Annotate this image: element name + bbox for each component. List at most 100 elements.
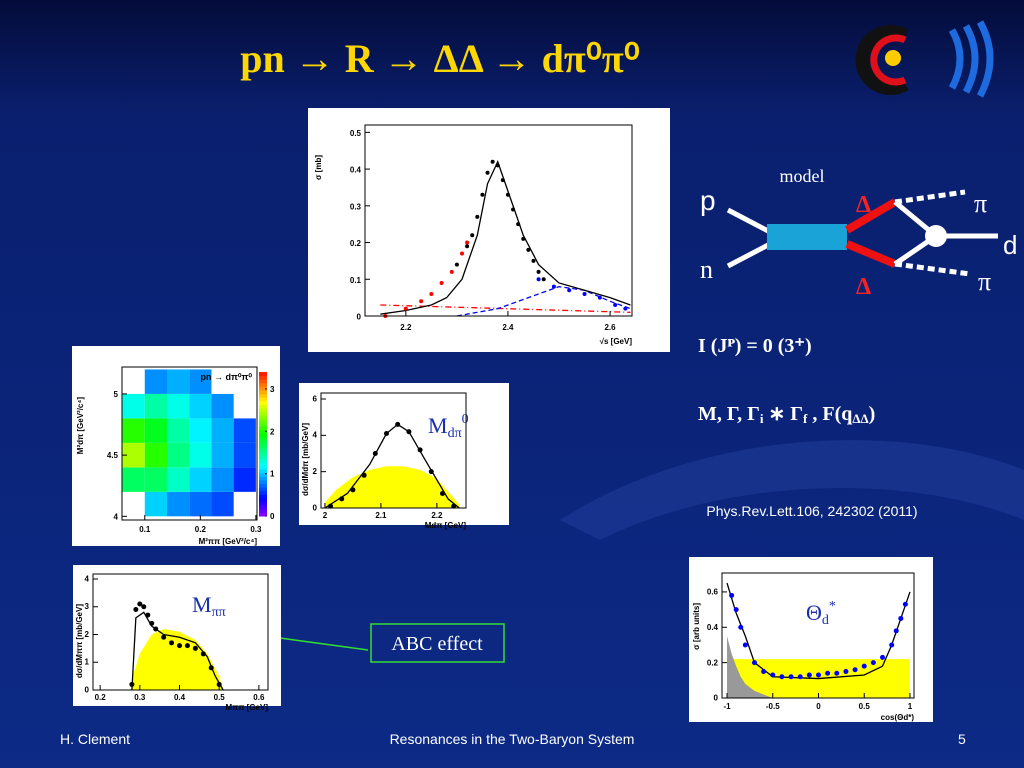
heatmap-cell [144,393,167,419]
data-point [480,192,485,197]
y-tick-label: 0 [313,503,318,512]
y-tick-label: 4 [313,431,318,440]
data-point [500,178,505,183]
plot: Mππ 0.2 0.3 0.4 0.5 0.6 0 1 2 3 4 Mππ [GeV] dσ/dMππ … [73,565,281,712]
x-tick-label: 2.6 [604,323,616,332]
data-point [216,681,222,687]
y-axis-title: M²dπ [GeV²/c⁴] [76,397,85,455]
axes-frame [121,366,258,521]
colorbar-step [259,476,267,481]
proton: p [700,185,716,216]
data-point [889,642,895,648]
data-point [825,670,831,676]
colorbar-step [259,386,267,391]
y-axis-title: σ [arb units] [692,603,701,650]
data-point [880,654,886,660]
data-point [797,674,803,680]
data-point [429,291,434,296]
y-tick-label: 0.3 [350,202,362,211]
colorbar-step [259,404,267,409]
x-axis-title: Mdπ [GeV] [425,521,467,530]
data-point [350,487,356,493]
colorbar-step [259,451,267,456]
heatmap-cell [189,491,212,517]
heatmap-cell [189,393,212,419]
y-tick-label: 1 [85,658,90,667]
curve [456,285,631,317]
colorbar-tick-label: 3 [270,385,275,394]
x-tick-label: 0.2 [95,693,107,702]
formula-part: ∗ Γ [764,403,803,425]
colorbar-step [259,465,267,470]
data-point [449,269,454,274]
heatmap-cell [167,467,190,492]
data-point [567,288,572,293]
heatmap-cell [122,442,145,468]
y-tick-label: 0 [85,685,90,694]
colorbar-step [259,393,267,398]
data-point [613,302,618,307]
area [131,628,224,690]
label-main: Θ [806,600,822,625]
pion: π [978,267,991,296]
x-tick-label: 0.3 [134,693,146,702]
data-point [361,472,367,478]
formula-part: M, Γ, Γ [698,403,760,425]
plot: 0 1 2 3 pn → dπ⁰π⁰ 0.1 0.2 0.3 4 4.5 5 M²ππ [GeV²/c… [72,346,280,546]
data-point [742,642,748,648]
heatmap-cell [144,418,167,443]
x-tick-label: 0.1 [139,525,151,534]
subscript: i [760,411,764,426]
data-point [145,612,151,618]
delta: Δ [856,274,871,300]
data-point [788,674,794,680]
colorbar-step [259,426,267,431]
heatmap-cell [122,393,145,419]
y-tick-label: 0.6 [707,588,719,597]
y-tick-label: 0.2 [707,658,719,667]
data-point [428,469,434,475]
colorbar-step [259,382,267,387]
data-point [339,496,345,502]
area [727,636,773,698]
colorbar-step [259,447,267,452]
colorbar-step [259,429,267,434]
label-sub: dπ [448,426,462,441]
data-point [893,628,899,634]
plot: 2.2 2.4 2.6 0 0.1 0.2 0.3 0.4 0.5 √s [GeV] σ [mb] [308,108,670,352]
data-point [419,299,424,304]
y-tick-label: 0.2 [350,239,362,248]
formula-part: ) [869,403,876,425]
y-axis-title: dσ/dMππ [mb/GeV] [75,604,84,679]
heatmap-cell [144,467,167,492]
curve [380,304,631,313]
diagram: model p n Δ Δ π π d [700,166,1017,300]
plot-label: Mππ [192,592,226,620]
data-point [184,643,190,649]
data-point [454,262,459,267]
colorbar-step [259,501,267,506]
data-point [516,222,521,227]
formula-part: , F(q [807,403,852,425]
delta: Δ [856,192,871,218]
data-point [133,607,139,613]
colorbar-step [259,372,267,377]
heatmap-cell [189,442,212,468]
colorbar-step [259,436,267,441]
heatmap-cell [189,369,212,394]
data-point [761,668,767,674]
colorbar-step [259,415,267,420]
data-point [536,269,541,274]
data-point [551,284,556,289]
y-tick-label: 6 [313,394,318,403]
title: pn → R → ΔΔ → dπ⁰π⁰ [240,36,639,81]
x-tick-label: 0.2 [195,525,207,534]
data-point [490,159,495,164]
colorbar-step [259,490,267,495]
label-sup: * [829,599,836,614]
y-axis-title: σ [mb] [314,155,323,180]
heatmap-cell [211,418,234,443]
colorbar-tick-label: 1 [270,470,275,479]
x-tick-label: 2 [323,511,328,520]
heatmap-cell [167,393,190,419]
